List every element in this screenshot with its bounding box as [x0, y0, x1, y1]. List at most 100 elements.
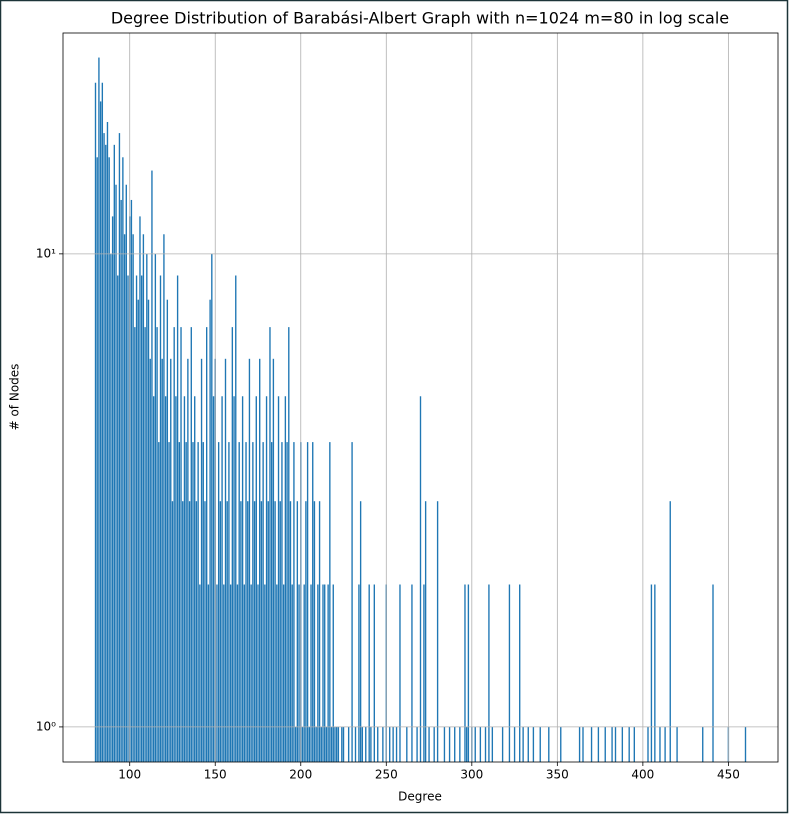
bar	[416, 726, 418, 762]
bar	[108, 157, 110, 762]
bar	[171, 501, 174, 762]
bar	[284, 396, 287, 762]
bar	[341, 726, 343, 762]
bar	[342, 726, 345, 762]
bar	[159, 275, 162, 762]
bar	[744, 726, 747, 762]
bar	[650, 584, 653, 762]
bar	[419, 396, 422, 762]
bar	[212, 396, 215, 762]
bar	[281, 442, 283, 762]
bar	[474, 726, 476, 762]
bar	[702, 726, 704, 762]
bar	[211, 253, 213, 763]
bar	[192, 442, 194, 762]
bar	[654, 584, 656, 762]
y-tick-label: 10¹	[36, 246, 56, 260]
bar	[361, 726, 364, 762]
bar	[548, 726, 550, 762]
bar	[130, 199, 133, 762]
bar	[264, 584, 266, 762]
bar	[260, 501, 263, 762]
bar	[560, 726, 562, 762]
x-tick-label: 100	[118, 768, 141, 782]
bar	[508, 584, 511, 762]
bar	[358, 584, 360, 762]
bar	[582, 726, 584, 762]
bar	[243, 584, 245, 762]
bar	[513, 726, 516, 762]
bar	[436, 501, 439, 762]
bar	[238, 442, 240, 762]
bar	[96, 157, 98, 762]
bar	[206, 327, 208, 762]
bar	[669, 501, 671, 762]
bar	[305, 501, 307, 762]
bar	[110, 253, 112, 763]
bar	[267, 501, 269, 762]
bar	[467, 584, 470, 762]
bar	[152, 396, 155, 762]
bar	[156, 327, 158, 762]
bar	[154, 253, 157, 763]
bar	[259, 358, 261, 762]
bar	[161, 358, 163, 762]
y-axis-label: # of Nodes	[8, 364, 22, 431]
bar	[647, 726, 649, 762]
bar	[286, 442, 288, 762]
bar	[296, 501, 299, 762]
bar	[327, 584, 329, 762]
bar	[200, 358, 203, 762]
bar	[310, 584, 312, 762]
bar	[257, 584, 259, 762]
bar	[479, 726, 482, 762]
bar	[235, 275, 237, 762]
bar	[406, 726, 408, 762]
bar	[188, 501, 191, 762]
bar	[117, 275, 119, 762]
bar	[312, 442, 314, 762]
bar	[315, 726, 317, 762]
bar	[628, 726, 630, 762]
bar	[322, 584, 324, 762]
bar	[236, 584, 239, 762]
bar	[223, 584, 225, 762]
bar	[274, 501, 276, 762]
bar	[324, 584, 326, 762]
bar	[633, 726, 635, 762]
bar	[142, 234, 145, 763]
y-tick-label: 10⁰	[36, 719, 56, 733]
bar	[209, 299, 211, 762]
bar	[301, 726, 304, 762]
bar	[120, 199, 122, 762]
bar	[604, 726, 606, 762]
bar	[294, 726, 297, 762]
bar	[207, 584, 210, 762]
bar	[180, 327, 182, 762]
bar	[252, 442, 254, 762]
bar	[247, 501, 249, 762]
bar	[590, 726, 593, 762]
bar	[351, 442, 353, 762]
bar	[428, 726, 430, 762]
bar	[178, 442, 180, 762]
bar	[597, 726, 600, 762]
bar	[373, 584, 375, 762]
bar	[382, 726, 384, 762]
bar	[111, 216, 114, 762]
bar	[190, 327, 192, 762]
bar	[255, 396, 257, 762]
bar	[134, 327, 136, 762]
bar	[105, 144, 107, 763]
bar	[115, 184, 117, 762]
bar	[202, 442, 204, 762]
bar	[137, 299, 139, 762]
bar	[433, 726, 435, 762]
bar	[216, 584, 218, 762]
bar	[217, 442, 220, 762]
bar	[182, 501, 184, 762]
bar	[359, 501, 362, 762]
bar	[170, 358, 172, 762]
bar	[293, 442, 295, 762]
